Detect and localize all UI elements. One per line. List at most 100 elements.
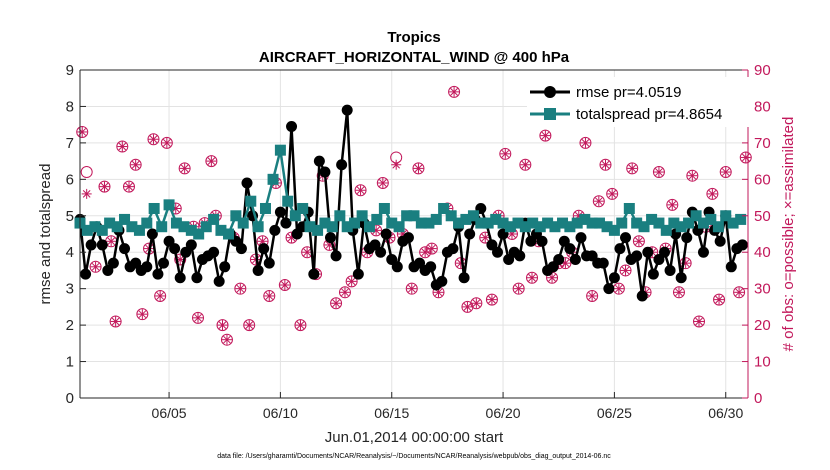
rmse-point <box>608 272 620 284</box>
legend-marker-totalspread <box>544 108 556 120</box>
obs-assimilated-marker <box>687 170 698 181</box>
rmse-point <box>636 290 648 302</box>
obs-possible-marker <box>419 246 432 259</box>
legend-label-rmse: rmse pr=4.0519 <box>576 84 681 101</box>
totalspread-point <box>557 217 569 229</box>
obs-assimilated-marker <box>673 287 684 298</box>
y-axis-label-right: # of obs: o=possible; ×=assimilated <box>780 117 797 352</box>
totalspread-point <box>349 217 361 229</box>
obs-possible-marker <box>154 289 167 302</box>
obs-possible-marker <box>89 260 102 273</box>
obs-assimilated-marker <box>302 247 313 258</box>
totalspread-point <box>126 221 138 233</box>
obs-possible-marker <box>122 180 135 193</box>
y-axis-label: rmse and totalspread <box>37 164 54 305</box>
totalspread-point <box>601 221 613 233</box>
x-tick-label: 06/15 <box>374 405 409 421</box>
obs-assimilated-marker <box>193 312 204 323</box>
obs-possible-marker <box>80 166 93 179</box>
obs-possible-marker <box>294 319 307 332</box>
obs-assimilated-marker <box>593 196 604 207</box>
obs-possible-marker <box>579 136 592 149</box>
totalspread-point <box>668 217 680 229</box>
x-tick-label: 06/25 <box>597 405 632 421</box>
rmse-point <box>169 243 181 255</box>
totalspread-point <box>512 217 524 229</box>
obs-assimilated-marker <box>513 283 524 294</box>
obs-possible-marker <box>739 151 752 164</box>
rmse-point <box>603 283 615 295</box>
totalspread-point <box>705 213 717 225</box>
totalspread-point <box>319 217 331 229</box>
obs-assimilated-marker <box>110 316 121 327</box>
totalspread-point <box>534 221 546 233</box>
totalspread-point <box>371 213 383 225</box>
rmse-point <box>208 246 220 258</box>
rmse-point <box>681 232 693 244</box>
rmse-point <box>269 224 281 236</box>
y-tick-label: 0 <box>66 390 74 407</box>
rmse-point <box>569 254 581 266</box>
obs-assimilated-marker <box>155 290 166 301</box>
obs-assimilated-marker <box>587 290 598 301</box>
obs-possible-marker <box>485 293 498 306</box>
totalspread-point <box>163 199 175 211</box>
obs-possible-marker <box>129 158 142 171</box>
rmse-point <box>263 257 275 269</box>
obs-possible-marker <box>499 147 512 160</box>
obs-possible-marker <box>652 166 665 179</box>
obs-possible-marker <box>376 176 389 189</box>
obs-assimilated-marker <box>480 232 491 243</box>
totalspread-point <box>401 210 413 222</box>
totalspread-point <box>475 217 487 229</box>
obs-assimilated-marker <box>694 316 705 327</box>
obs-assimilated-marker <box>471 298 482 309</box>
obs-assimilated-marker <box>633 236 644 247</box>
rmse-point <box>597 257 609 269</box>
rmse-point <box>492 246 503 258</box>
rmse-point <box>107 257 119 269</box>
obs-possible-marker <box>220 333 233 346</box>
totalspread-point <box>660 224 672 236</box>
totalspread-point <box>638 221 650 233</box>
obs-possible-marker <box>686 169 699 182</box>
obs-assimilated-marker <box>734 287 745 298</box>
rmse-point <box>213 275 225 287</box>
rmse-point <box>174 272 186 284</box>
totalspread-point <box>230 210 242 222</box>
rmse-point <box>675 272 687 284</box>
obs-possible-marker <box>174 253 187 266</box>
totalspread-point <box>519 221 531 233</box>
obs-assimilated-marker <box>339 287 350 298</box>
obs-possible-marker <box>666 198 679 211</box>
totalspread-point <box>430 213 442 225</box>
totalspread-point <box>363 221 375 233</box>
obs-possible-marker <box>512 282 525 295</box>
totalspread-point <box>111 221 123 233</box>
totalspread-point <box>735 213 747 225</box>
totalspread-point <box>571 217 583 229</box>
obs-assimilated-marker <box>653 167 664 178</box>
totalspread-point <box>215 224 227 236</box>
obs-possible-marker <box>693 315 706 328</box>
y-tick-label-right: 70 <box>754 135 771 152</box>
data-file-footnote: data file: /Users/gharamti/Documents/NCA… <box>217 453 611 460</box>
y-tick-label: 6 <box>66 171 74 188</box>
rmse-point <box>336 159 348 171</box>
obs-possible-marker <box>412 162 425 175</box>
obs-possible-marker <box>147 133 160 146</box>
rmse-point <box>235 243 247 255</box>
totalspread-point <box>653 217 665 229</box>
rmse-point <box>152 268 164 280</box>
obs-possible-marker <box>448 85 461 98</box>
totalspread-point <box>549 221 561 233</box>
obs-assimilated-marker <box>221 334 232 345</box>
rmse-point <box>380 228 392 240</box>
rmse-point <box>402 232 414 244</box>
chart-title: Tropics <box>387 29 440 46</box>
obs-assimilated-marker <box>580 137 591 148</box>
obs-assimilated-marker <box>295 320 306 331</box>
obs-assimilated-marker <box>500 148 511 159</box>
totalspread-point <box>467 210 479 222</box>
obs-possible-marker <box>109 315 122 328</box>
